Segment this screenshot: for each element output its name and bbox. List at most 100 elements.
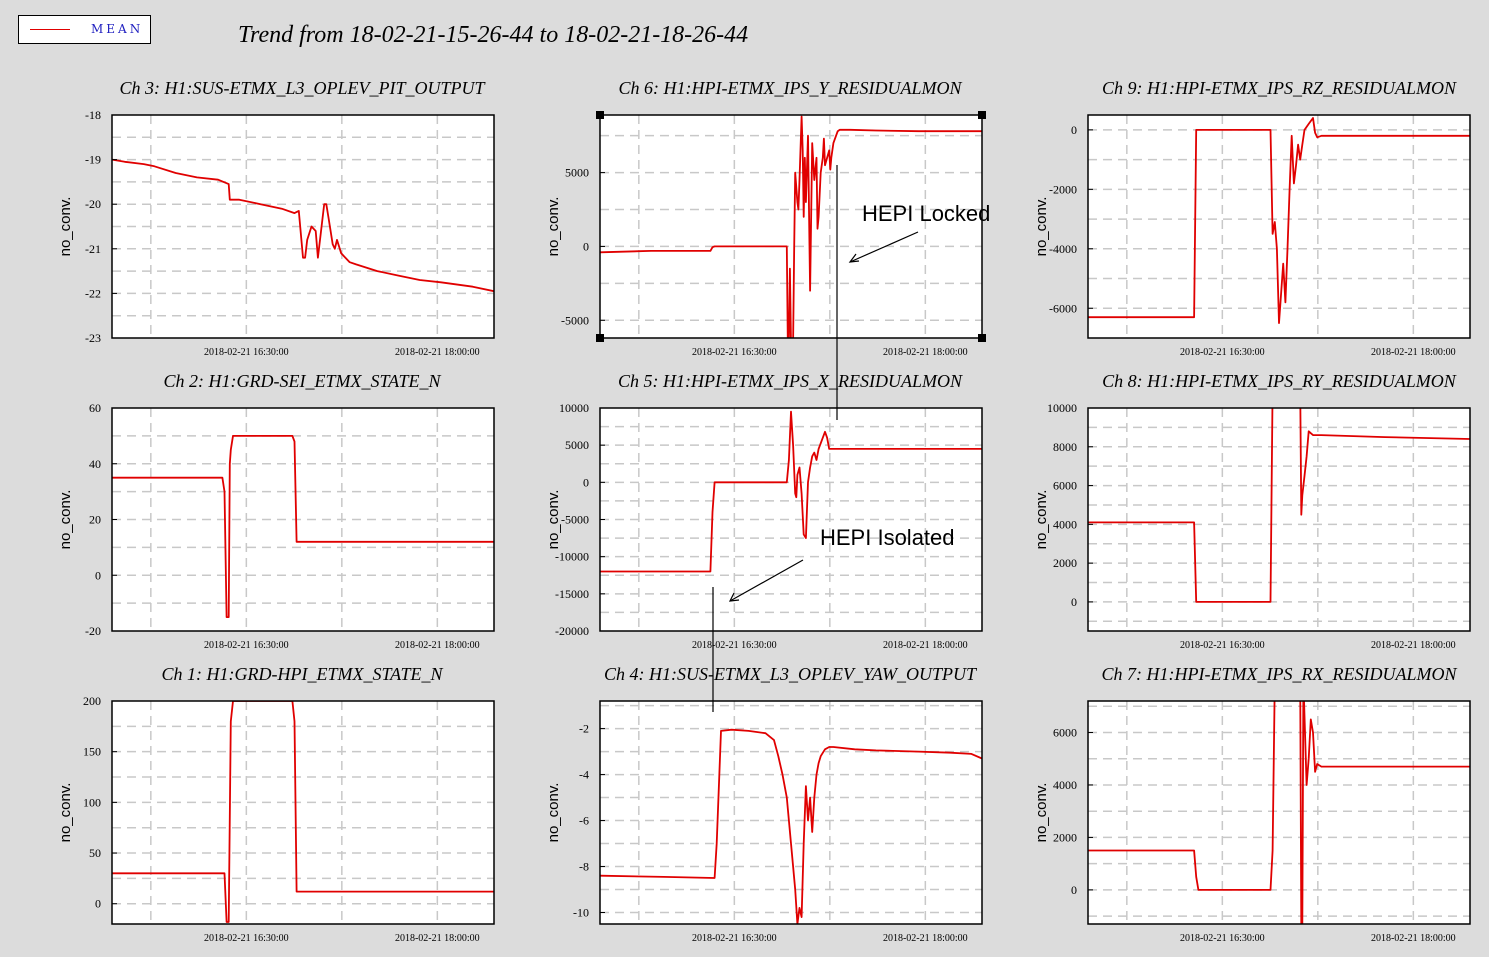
y-tick-label: 5000 bbox=[565, 438, 589, 452]
y-tick-label: 4000 bbox=[1053, 778, 1077, 792]
x-tick-label: 2018-02-21 18:00:00 bbox=[1371, 933, 1456, 944]
y-axis-label: no_conv. bbox=[57, 490, 74, 550]
y-axis-label: no_conv. bbox=[57, 197, 74, 257]
y-tick-label: 0 bbox=[95, 897, 101, 911]
chart-title: Ch 1: H1:GRD-HPI_ETMX_STATE_N bbox=[162, 664, 444, 684]
chart-title: Ch 8: H1:HPI-ETMX_IPS_RY_RESIDUALMON bbox=[1102, 371, 1457, 391]
y-tick-label: 0 bbox=[583, 475, 589, 489]
y-tick-label: 2000 bbox=[1053, 830, 1077, 844]
series-line bbox=[600, 115, 982, 338]
annotation-hepi-locked: HEPI Locked bbox=[862, 201, 990, 226]
y-tick-label: 0 bbox=[1071, 595, 1077, 609]
chart-title: Ch 5: H1:HPI-ETMX_IPS_X_RESIDUALMON bbox=[618, 371, 963, 391]
isolated-arrow bbox=[729, 559, 804, 602]
plot-area bbox=[1088, 408, 1470, 631]
y-tick-label: -20 bbox=[85, 197, 101, 211]
y-tick-label: -21 bbox=[85, 242, 101, 256]
y-axis-label: no_conv. bbox=[545, 783, 562, 843]
x-tick-label: 2018-02-21 16:30:00 bbox=[204, 933, 289, 944]
y-tick-label: 10000 bbox=[559, 401, 589, 415]
x-tick-label: 2018-02-21 16:30:00 bbox=[204, 347, 289, 358]
chart-panel-2: Ch 6: H1:HPI-ETMX_IPS_Y_RESIDUALMON -5000… bbox=[545, 78, 983, 358]
chart-panel-4: Ch 2: H1:GRD-SEI_ETMX_STATE_N -20 0 20 40 60 2… bbox=[57, 371, 495, 651]
y-tick-label: 5000 bbox=[565, 166, 589, 180]
y-tick-label: -10000 bbox=[555, 550, 589, 564]
chart-panel-7: Ch 1: H1:GRD-HPI_ETMX_STATE_N 0 50 100 150 20… bbox=[57, 664, 495, 944]
trend-title: Trend from 18-02-21-15-26-44 to 18-02-21… bbox=[238, 22, 749, 48]
y-tick-label: -18 bbox=[85, 108, 101, 122]
series-line bbox=[1088, 408, 1470, 603]
plot-frame bbox=[599, 700, 983, 925]
y-tick-label: -20000 bbox=[555, 624, 589, 638]
chart-title: Ch 9: H1:HPI-ETMX_IPS_RZ_RESIDUALMON bbox=[1102, 78, 1457, 98]
series-line bbox=[600, 410, 982, 573]
y-axis-label: no_conv. bbox=[1033, 490, 1050, 550]
legend-line-swatch bbox=[30, 29, 70, 30]
chart-title: Ch 7: H1:HPI-ETMX_IPS_RX_RESIDUALMON bbox=[1102, 664, 1458, 684]
y-axis-label: no_conv. bbox=[545, 197, 562, 257]
y-tick-label: 6000 bbox=[1053, 479, 1077, 493]
y-tick-label: -4000 bbox=[1049, 242, 1077, 256]
y-tick-label: 0 bbox=[1071, 123, 1077, 137]
y-tick-label: 0 bbox=[95, 568, 101, 582]
x-tick-label: 2018-02-21 18:00:00 bbox=[1371, 347, 1456, 358]
plot-frame bbox=[111, 700, 495, 925]
y-axis-label: no_conv. bbox=[545, 490, 562, 550]
locked-arrow bbox=[849, 231, 919, 263]
series-line bbox=[112, 434, 494, 618]
y-tick-label: -2 bbox=[579, 722, 589, 736]
y-tick-label: -15000 bbox=[555, 587, 589, 601]
series-line bbox=[112, 158, 494, 293]
plot-area bbox=[1088, 701, 1470, 924]
selection-handle bbox=[978, 334, 986, 342]
plot-frame bbox=[599, 114, 983, 339]
selection-handle bbox=[978, 111, 986, 119]
series-line bbox=[1088, 701, 1470, 924]
y-tick-label: 100 bbox=[83, 795, 101, 809]
x-tick-label: 2018-02-21 16:30:00 bbox=[1180, 640, 1265, 651]
plot-frame bbox=[1087, 114, 1471, 339]
chart-panel-1: Ch 3: H1:SUS-ETMX_L3_OPLEV_PIT_OUTPUT -23… bbox=[57, 78, 495, 358]
plot-frame bbox=[111, 114, 495, 339]
annotation-hepi-isolated: HEPI Isolated bbox=[820, 525, 955, 550]
y-tick-label: 6000 bbox=[1053, 725, 1077, 739]
y-tick-label: 60 bbox=[89, 401, 101, 415]
chart-panel-6: Ch 8: H1:HPI-ETMX_IPS_RY_RESIDUALMON 0 200… bbox=[1033, 371, 1471, 651]
series-line bbox=[1088, 117, 1470, 325]
x-tick-label: 2018-02-21 16:30:00 bbox=[1180, 347, 1265, 358]
y-tick-label: -20 bbox=[85, 624, 101, 638]
y-tick-label: -23 bbox=[85, 331, 101, 345]
y-axis-label: no_conv. bbox=[1033, 197, 1050, 257]
y-tick-label: 2000 bbox=[1053, 556, 1077, 570]
locked-arrowhead bbox=[848, 253, 860, 263]
chart-panel-9: Ch 7: H1:HPI-ETMX_IPS_RX_RESIDUALMON 0 200… bbox=[1033, 664, 1471, 944]
y-tick-label: -10 bbox=[573, 906, 589, 920]
plot-frame bbox=[1087, 700, 1471, 925]
x-tick-label: 2018-02-21 18:00:00 bbox=[395, 933, 480, 944]
legend-box: MEAN bbox=[18, 15, 151, 44]
y-tick-label: -19 bbox=[85, 153, 101, 167]
y-tick-label: 150 bbox=[83, 745, 101, 759]
y-tick-label: 10000 bbox=[1047, 401, 1077, 415]
y-tick-label: 40 bbox=[89, 457, 101, 471]
y-tick-label: -5000 bbox=[561, 313, 589, 327]
y-axis-label: no_conv. bbox=[57, 783, 74, 843]
y-tick-label: -6000 bbox=[1049, 301, 1077, 315]
chart-title: Ch 2: H1:GRD-SEI_ETMX_STATE_N bbox=[164, 371, 442, 391]
x-tick-label: 2018-02-21 16:30:00 bbox=[692, 347, 777, 358]
y-tick-label: 0 bbox=[1071, 883, 1077, 897]
y-tick-label: -6 bbox=[579, 814, 589, 828]
chart-title: Ch 6: H1:HPI-ETMX_IPS_Y_RESIDUALMON bbox=[619, 78, 963, 98]
x-tick-label: 2018-02-21 18:00:00 bbox=[883, 347, 968, 358]
x-tick-label: 2018-02-21 16:30:00 bbox=[692, 640, 777, 651]
x-tick-label: 2018-02-21 16:30:00 bbox=[692, 933, 777, 944]
x-tick-label: 2018-02-21 18:00:00 bbox=[395, 347, 480, 358]
plot-frame bbox=[1087, 407, 1471, 632]
selection-handle bbox=[596, 334, 604, 342]
chart-panel-3: Ch 9: H1:HPI-ETMX_IPS_RZ_RESIDUALMON -600… bbox=[1033, 78, 1471, 358]
y-tick-label: 0 bbox=[583, 239, 589, 253]
chart-title: Ch 3: H1:SUS-ETMX_L3_OPLEV_PIT_OUTPUT bbox=[119, 78, 486, 98]
y-tick-label: -5000 bbox=[561, 513, 589, 527]
y-tick-label: -8 bbox=[579, 860, 589, 874]
